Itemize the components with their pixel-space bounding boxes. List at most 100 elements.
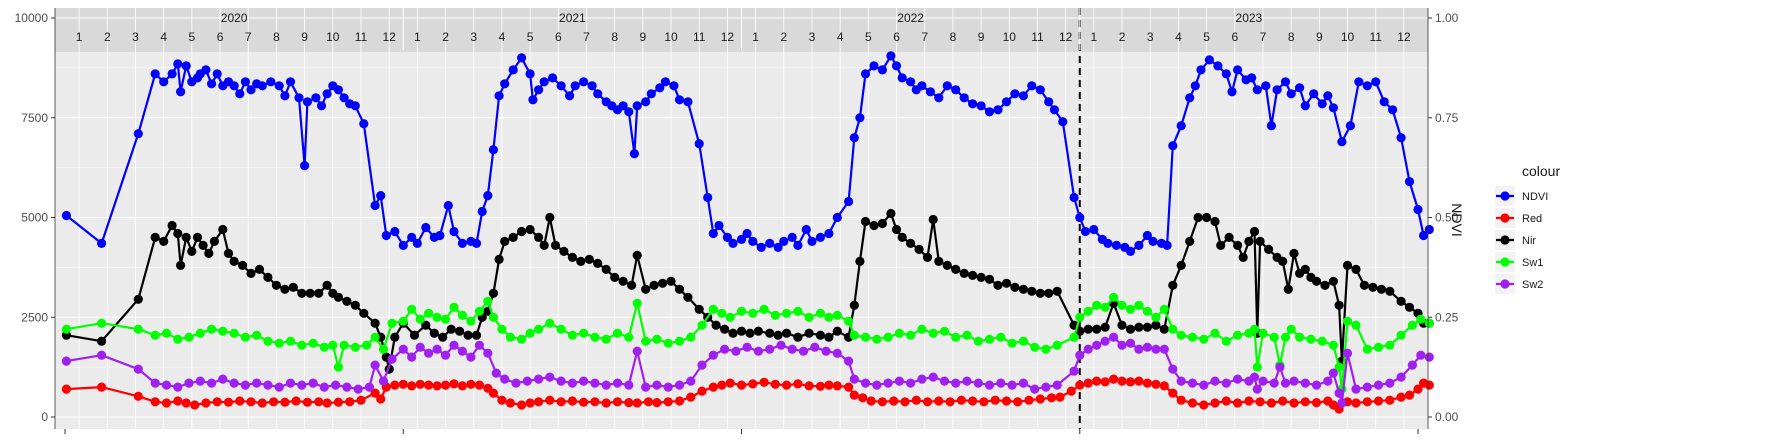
data-point	[1151, 312, 1161, 322]
data-point	[1176, 260, 1186, 270]
data-point	[1027, 81, 1037, 91]
data-point	[1342, 316, 1353, 326]
data-point	[872, 334, 882, 344]
data-point	[590, 332, 600, 342]
data-point	[1334, 362, 1344, 372]
data-point	[793, 240, 803, 250]
data-point	[161, 380, 172, 390]
data-point	[567, 396, 578, 406]
data-point	[342, 382, 352, 392]
data-point	[370, 388, 380, 398]
data-point	[1185, 236, 1195, 246]
data-point	[632, 298, 642, 308]
data-point	[745, 328, 755, 338]
legend-key-point	[1500, 235, 1510, 245]
data-point	[424, 348, 434, 358]
data-point	[877, 65, 888, 75]
data-point	[624, 107, 634, 117]
data-point	[1159, 381, 1169, 391]
data-point	[748, 308, 758, 318]
data-point	[1109, 292, 1119, 302]
data-point	[891, 61, 902, 71]
data-point	[440, 350, 451, 360]
data-point	[525, 69, 535, 79]
data-point	[497, 324, 507, 334]
data-point	[686, 376, 696, 386]
data-point	[176, 87, 186, 97]
data-point	[1247, 73, 1257, 83]
data-point	[1027, 286, 1037, 296]
data-point	[717, 308, 727, 318]
data-point	[1199, 400, 1209, 410]
data-point	[1193, 212, 1203, 223]
data-point	[378, 344, 389, 354]
data-point	[973, 378, 983, 388]
data-point	[1337, 398, 1347, 408]
data-point	[1233, 240, 1243, 250]
data-point	[610, 272, 620, 282]
data-point	[914, 244, 924, 254]
data-point	[235, 396, 245, 406]
data-point	[229, 328, 239, 338]
data-point	[280, 91, 290, 101]
data-point	[497, 395, 507, 405]
data-point	[849, 133, 859, 143]
data-point	[1001, 97, 1012, 107]
data-point	[1424, 318, 1434, 328]
data-point	[1311, 276, 1322, 286]
data-point	[1252, 384, 1262, 394]
data-point	[409, 330, 420, 340]
data-point	[1092, 324, 1102, 334]
left-tick-label: 10000	[15, 11, 49, 25]
data-point	[1359, 280, 1369, 290]
data-point	[161, 328, 172, 338]
data-point	[652, 398, 662, 408]
data-point	[765, 238, 775, 248]
data-point	[254, 264, 265, 274]
data-point	[167, 69, 177, 79]
series-ndvi	[61, 51, 1434, 256]
data-point	[1269, 332, 1279, 342]
year-label: 2023	[1236, 11, 1263, 25]
data-point	[815, 330, 826, 340]
data-point	[508, 232, 518, 242]
data-point	[945, 397, 955, 407]
data-point	[821, 346, 831, 356]
data-point	[917, 81, 927, 91]
data-point	[1362, 344, 1372, 354]
data-point	[1100, 302, 1110, 312]
data-point	[1317, 99, 1327, 109]
data-point	[1083, 344, 1093, 354]
month-label: 12	[721, 30, 735, 44]
month-label: 8	[273, 30, 280, 44]
month-label: 7	[921, 30, 928, 44]
data-point	[1134, 240, 1144, 250]
data-point	[1280, 332, 1291, 342]
data-point	[612, 397, 623, 407]
data-point	[860, 216, 871, 227]
data-point	[370, 332, 380, 342]
data-point	[567, 252, 578, 262]
data-point	[556, 81, 566, 91]
data-point	[494, 91, 504, 101]
data-point	[922, 252, 933, 262]
data-point	[1117, 320, 1127, 330]
data-point	[398, 344, 408, 354]
data-point	[807, 236, 817, 246]
data-point	[274, 338, 284, 348]
data-point	[565, 91, 575, 101]
data-point	[1396, 133, 1406, 143]
data-point	[1221, 336, 1231, 346]
data-point	[1249, 226, 1260, 237]
legend-title: colour	[1522, 163, 1560, 179]
data-point	[1213, 61, 1223, 71]
data-point	[218, 374, 228, 384]
data-point	[1058, 117, 1068, 127]
data-point	[1249, 324, 1260, 334]
data-point	[440, 380, 451, 390]
data-point	[207, 79, 217, 89]
data-point	[457, 238, 467, 248]
data-point	[1404, 390, 1415, 400]
data-point	[1035, 288, 1045, 298]
data-point	[824, 332, 834, 342]
